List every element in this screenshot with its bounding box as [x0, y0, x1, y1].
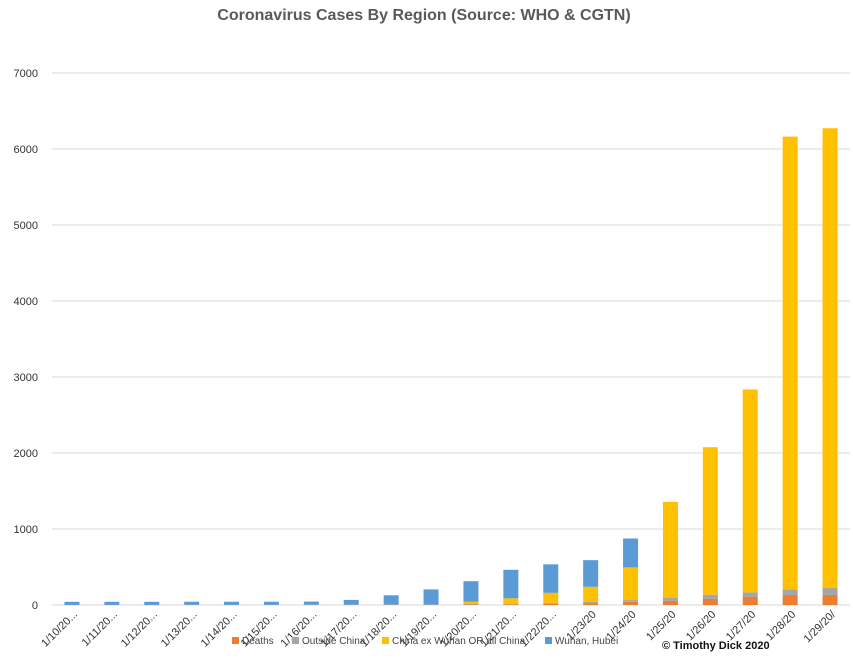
bar-segment-china-ex-wuhan-or-all-china	[823, 128, 838, 588]
bar-segment-china-ex-wuhan-or-all-china	[623, 567, 638, 600]
legend-label: Wuhan, Hubei	[555, 636, 618, 647]
bar-segment-deaths	[703, 599, 718, 605]
bar-segment-wuhan-hubei	[344, 600, 359, 605]
bar-segment-wuhan-hubei	[144, 602, 159, 605]
y-tick-label: 7000	[14, 68, 38, 80]
legend-label: China ex Wuhan OR all China	[392, 636, 526, 647]
bar-segment-wuhan-hubei	[503, 570, 518, 599]
bar-segment-outside-china	[543, 603, 558, 604]
y-tick-label: 3000	[14, 372, 38, 384]
legend-swatch	[545, 637, 552, 644]
chart-title: Coronavirus Cases By Region (Source: WHO…	[217, 7, 630, 24]
x-tick-label: 1/25/20	[644, 609, 678, 643]
y-tick-label: 2000	[14, 448, 38, 460]
bar-segment-wuhan-hubei	[384, 595, 399, 604]
x-tick-label: 1/12/20...	[119, 609, 160, 650]
legend-swatch	[232, 637, 239, 644]
legend-swatch	[382, 637, 389, 644]
y-tick-label: 4000	[14, 296, 38, 308]
bar-segment-china-ex-wuhan-or-all-china	[743, 389, 758, 592]
x-tick-label: 1/26/20	[684, 609, 718, 643]
bar-segment-wuhan-hubei	[583, 560, 598, 587]
bar-segment-china-ex-wuhan-or-all-china	[463, 602, 478, 604]
bar-segment-outside-china	[463, 604, 478, 605]
bar-segment-wuhan-hubei	[104, 602, 119, 605]
bar-segment-wuhan-hubei	[64, 602, 79, 605]
bar-segment-china-ex-wuhan-or-all-china	[583, 587, 598, 602]
bar-segment-wuhan-hubei	[543, 564, 558, 593]
bar-segment-china-ex-wuhan-or-all-china	[783, 137, 798, 590]
bar-segment-deaths	[623, 602, 638, 605]
y-tick-label: 5000	[14, 220, 38, 232]
bar-segment-outside-china	[783, 590, 798, 595]
bar-segment-outside-china	[663, 598, 678, 601]
bar-segment-china-ex-wuhan-or-all-china	[503, 598, 518, 603]
bar-segment-deaths	[783, 595, 798, 605]
bar-segment-deaths	[823, 595, 838, 605]
x-tick-label: 1/29/20/	[802, 608, 839, 645]
gridlines	[52, 73, 850, 605]
bar-segment-china-ex-wuhan-or-all-china	[663, 502, 678, 598]
x-tick-label: 1/11/20...	[80, 609, 120, 649]
legend-label: Deaths	[242, 636, 274, 647]
y-tick-label: 6000	[14, 144, 38, 156]
bar-segment-outside-china	[583, 602, 598, 603]
bar-segment-deaths	[503, 604, 518, 605]
bar-segment-outside-china	[823, 588, 838, 595]
bar-segment-wuhan-hubei	[463, 581, 478, 602]
x-tick-label: 1/13/20...	[159, 609, 200, 650]
bar-segment-deaths	[583, 603, 598, 605]
legend-swatch	[292, 637, 299, 644]
bar-segment-china-ex-wuhan-or-all-china	[703, 447, 718, 594]
x-tick-label: 1/10/20...	[39, 609, 80, 650]
legend-label: Outside China	[302, 636, 366, 647]
bar-segment-outside-china	[503, 604, 518, 605]
bar-segment-deaths	[743, 597, 758, 605]
bar-segment-wuhan-hubei	[623, 539, 638, 568]
x-tick-label: 1/28/20	[764, 609, 798, 643]
bar-segment-wuhan-hubei	[184, 602, 199, 605]
x-tick-label: 1/27/20	[724, 609, 758, 643]
y-axis: 0 1000 2000 3000 4000 5000 6000 7000	[14, 68, 38, 612]
bar-segment-deaths	[663, 601, 678, 605]
bar-segment-wuhan-hubei	[224, 602, 239, 605]
bar-segment-outside-china	[623, 600, 638, 602]
y-tick-label: 0	[32, 600, 38, 612]
bar-segment-wuhan-hubei	[424, 589, 439, 604]
bars	[64, 128, 837, 605]
bar-segment-outside-china	[703, 595, 718, 599]
bar-segment-china-ex-wuhan-or-all-china	[543, 593, 558, 603]
bar-segment-wuhan-hubei	[304, 602, 319, 605]
bar-segment-wuhan-hubei	[264, 602, 279, 605]
bar-segment-deaths	[543, 604, 558, 605]
y-tick-label: 1000	[14, 524, 38, 536]
copyright-credit: © Timothy Dick 2020	[662, 640, 770, 652]
bar-segment-outside-china	[743, 592, 758, 597]
